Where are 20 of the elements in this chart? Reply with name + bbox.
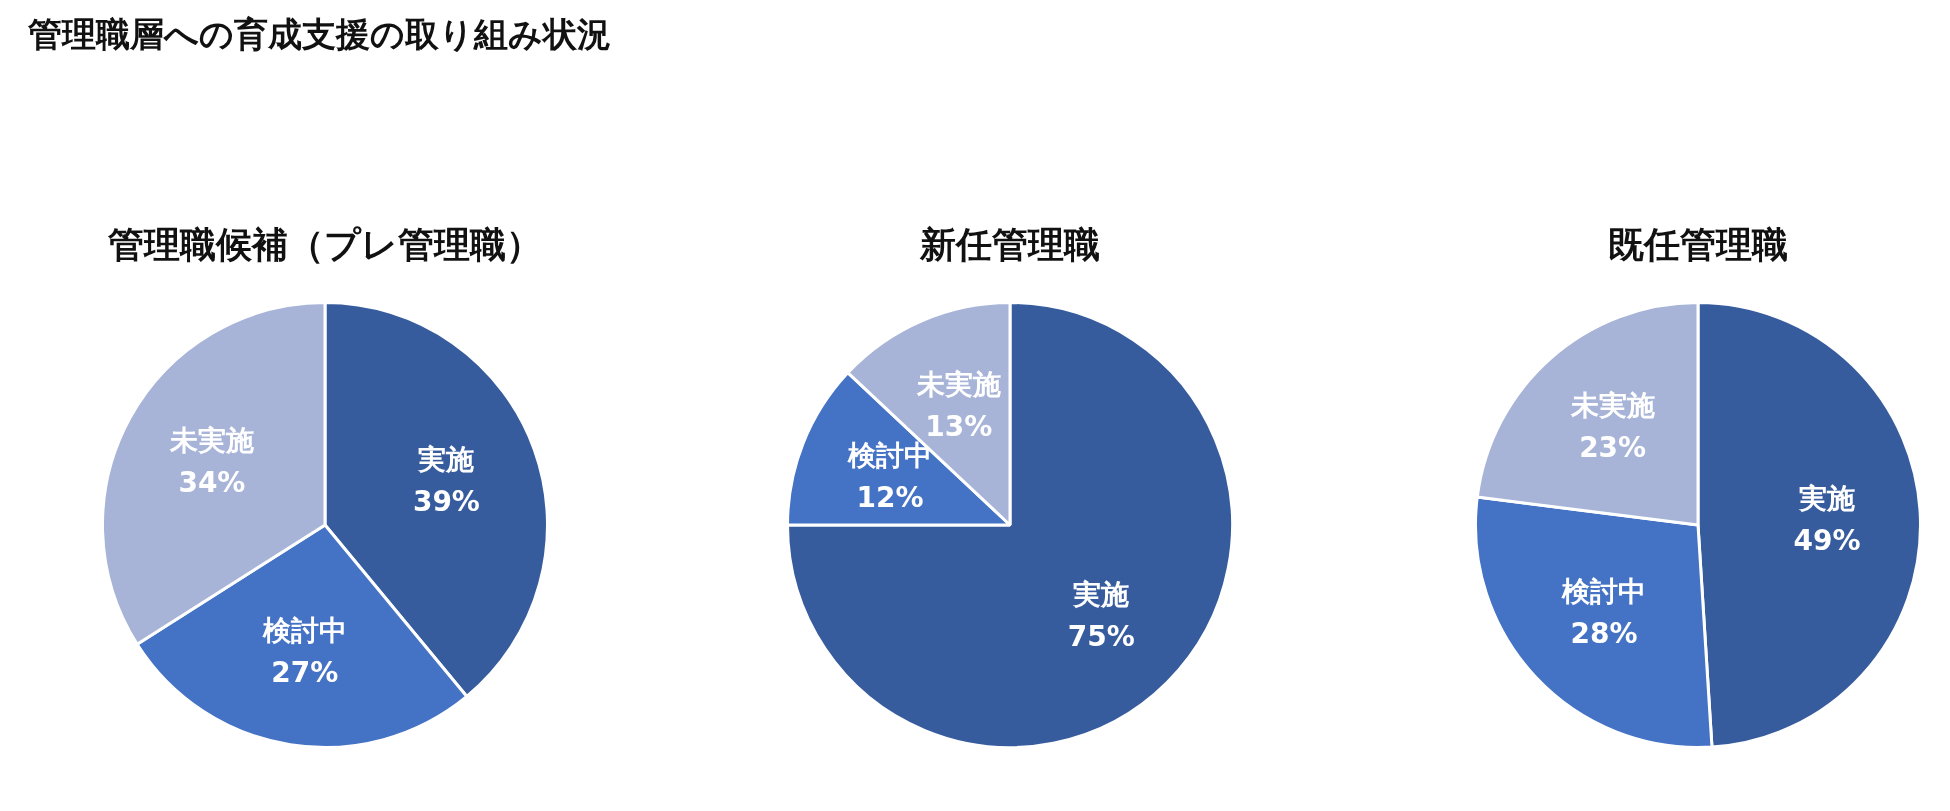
data-label: 39% (412, 484, 480, 518)
slice-label: 未実施 (915, 367, 1001, 401)
data-label: 34% (178, 466, 246, 500)
slice-label: 検討中 (261, 613, 347, 647)
slice-label: 検討中 (1560, 574, 1646, 608)
chart-title: 管理職候補（プレ管理職） (107, 223, 543, 267)
chart-title: 新任管理職 (919, 223, 1101, 267)
slice-label: 実施 (1072, 577, 1130, 611)
slice-label: 実施 (417, 442, 475, 476)
data-label: 28% (1570, 616, 1638, 650)
data-label: 49% (1793, 524, 1861, 558)
data-label: 27% (271, 655, 339, 689)
slice-label: 未実施 (168, 424, 254, 458)
data-label: 75% (1067, 619, 1135, 653)
slice-label: 実施 (1797, 482, 1855, 516)
text: 管理職層への育成支援の取り組み状況 (28, 13, 611, 56)
data-label: 12% (856, 480, 924, 514)
data-label: 23% (1579, 431, 1647, 465)
chart-title: 既任管理職 (1607, 223, 1789, 267)
slice-label: 未実施 (1569, 389, 1655, 423)
